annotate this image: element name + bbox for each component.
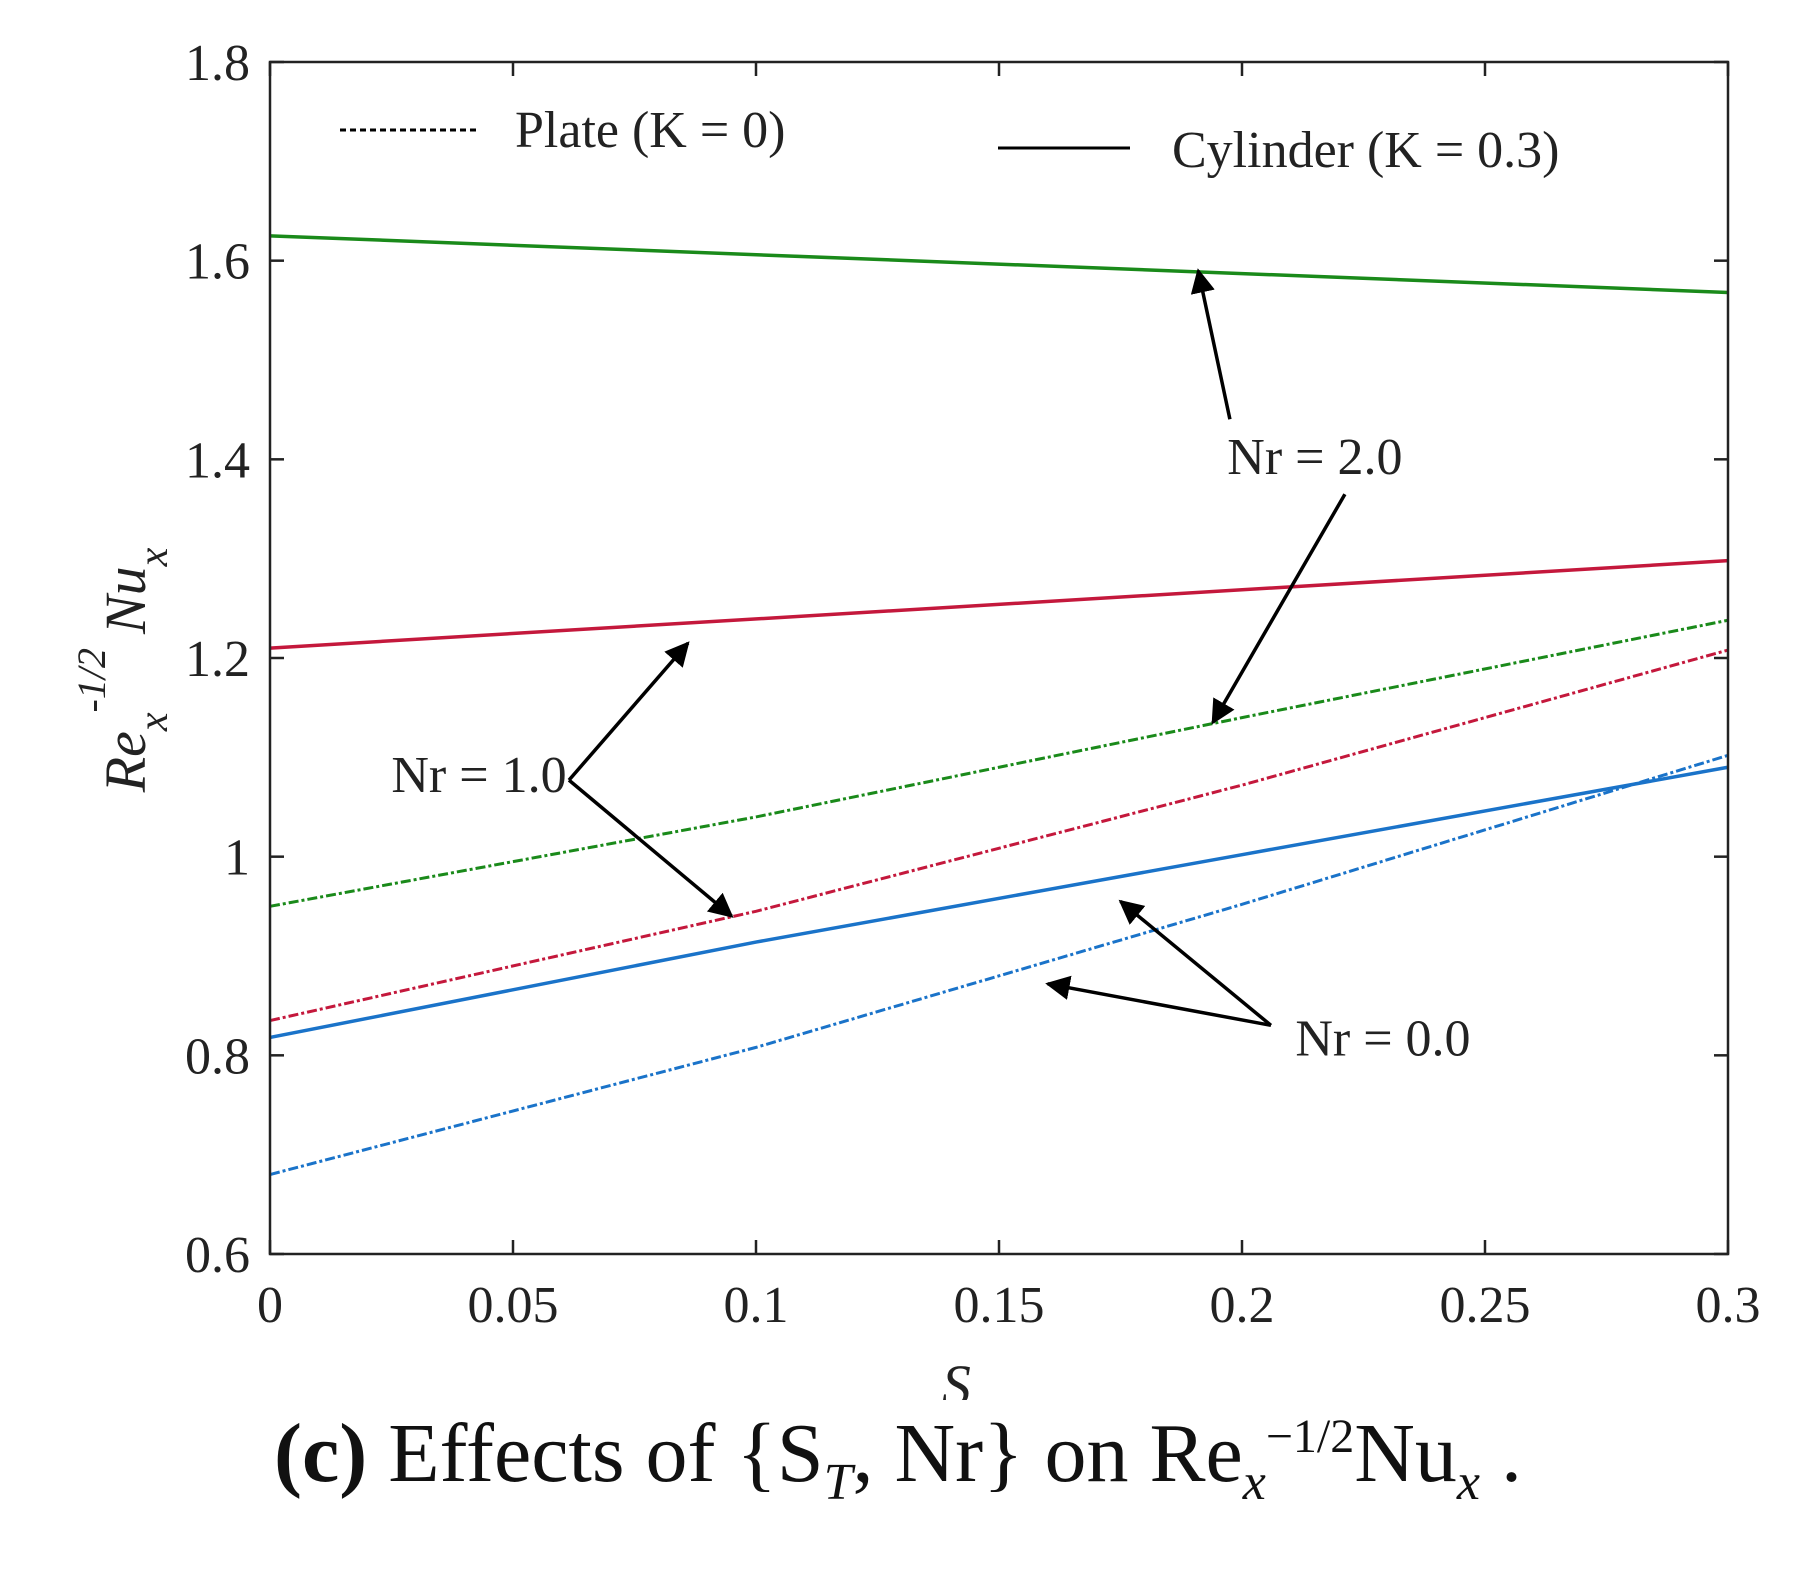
series-line-5 — [269, 753, 1729, 1176]
caption-sub1: T — [823, 1453, 853, 1511]
figure-caption: (c) Effects of {ST, Nr} on Rex−1/2Nux . — [0, 1405, 1796, 1512]
legend-cylinder-label: Cylinder (K = 0.3) — [1172, 122, 1560, 179]
annotation-label-0: Nr = 2.0 — [1227, 429, 1402, 486]
legend: Plate (K = 0) Cylinder (K = 0.3) — [340, 102, 1560, 179]
y-tick-label: 1.2 — [185, 631, 250, 688]
annot-layer: Nr = 2.0 Nr = 1.0 Nr = 0.0 — [391, 268, 1471, 1067]
annotation-arrow-0-1 — [1211, 493, 1347, 725]
y-axis-title-tail: Nu — [93, 566, 158, 635]
y-axis-title-tail-sub: x — [131, 547, 177, 567]
x-axis-title: ST — [942, 1353, 997, 1400]
caption-mid: , Nr} on Re — [852, 1407, 1243, 1500]
plot-frame — [268, 60, 1730, 1256]
annotation-label-2: Nr = 0.0 — [1295, 1010, 1470, 1067]
x-axis-title-main: S — [942, 1353, 971, 1400]
y-axis-title-sub: x — [131, 712, 177, 732]
y-tick-label: 0.6 — [185, 1227, 250, 1284]
annotation-arrow-1-1 — [567, 778, 734, 918]
legend-plate-label: Plate (K = 0) — [515, 102, 786, 159]
y-axis-title-main: Re — [93, 731, 158, 793]
series-line-0 — [269, 234, 1729, 295]
x-tick-label: 0.15 — [954, 1277, 1045, 1334]
x-tick-label: 0.25 — [1440, 1277, 1531, 1334]
caption-prefix: (c) — [273, 1407, 368, 1500]
annotation-arrow-0-0 — [1190, 268, 1232, 420]
series-layer — [269, 234, 1729, 1176]
caption-text: Effects of {S — [388, 1407, 824, 1500]
y-axis-title: Rex-1/2Nux — [69, 547, 177, 793]
series-line-2 — [269, 765, 1729, 1040]
caption-tail: Nu — [1354, 1407, 1457, 1500]
series-line-3 — [269, 618, 1729, 908]
y-tick-label: 1.4 — [185, 432, 250, 489]
x-tick-label: 0.2 — [1210, 1277, 1275, 1334]
annotation-arrow-2-0 — [1045, 975, 1272, 1028]
caption-sub3: x — [1456, 1453, 1481, 1511]
x-tick-label: 0.05 — [468, 1277, 559, 1334]
ticks-layer: 0 0.05 0.1 0.15 0.2 0.25 0.3 0.6 0.8 1 1.2 1.4 1.6 1.… — [185, 35, 1761, 1334]
x-tick-label: 0 — [257, 1277, 283, 1334]
caption-end: . — [1501, 1407, 1523, 1500]
series-line-4 — [269, 648, 1729, 1023]
annotation-label-1: Nr = 1.0 — [391, 747, 566, 804]
y-tick-label: 1.6 — [185, 234, 250, 291]
x-axis-title-sub: T — [971, 1397, 997, 1400]
y-tick-label: 0.8 — [185, 1028, 250, 1085]
caption-sub2: x — [1242, 1453, 1266, 1511]
chart: 0 0.05 0.1 0.15 0.2 0.25 0.3 0.6 0.8 1 1.2 1.4 1.6 1.… — [69, 35, 1761, 1400]
series-line-1 — [269, 558, 1729, 650]
annotation-arrow-1-0 — [567, 641, 690, 782]
y-tick-label: 1.8 — [185, 35, 250, 92]
caption-sup: −1/2 — [1265, 1410, 1355, 1463]
y-tick-label: 1 — [224, 830, 250, 887]
x-tick-label: 0.1 — [724, 1277, 789, 1334]
x-tick-label: 0.3 — [1696, 1277, 1761, 1334]
annotation-arrow-2-1 — [1118, 899, 1273, 1027]
y-axis-title-sup: -1/2 — [69, 648, 114, 712]
